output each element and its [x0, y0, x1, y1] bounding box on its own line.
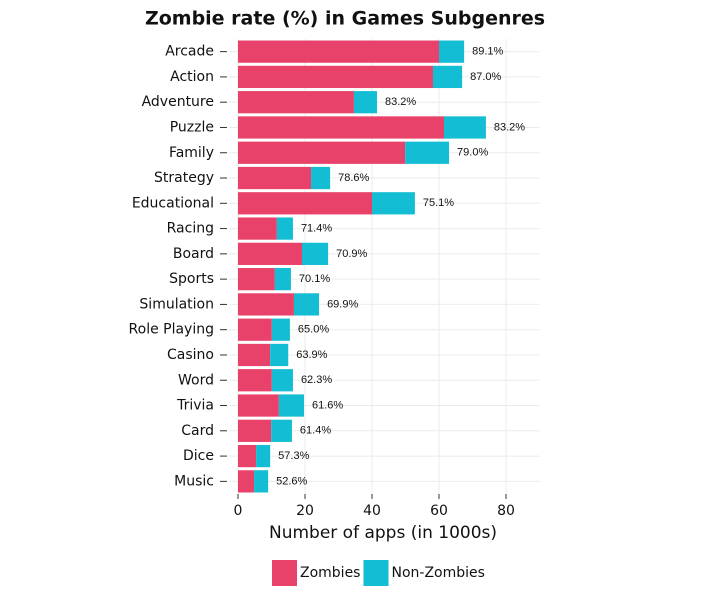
x-axis-title: Number of apps (in 1000s) [269, 523, 497, 543]
rate-label: 70.9% [336, 248, 367, 260]
bar-segment [293, 293, 320, 316]
y-tick-label: Arcade [165, 44, 214, 60]
bar-segment [238, 343, 271, 367]
x-tick-label: 0 [234, 503, 243, 519]
y-tick-label: Trivia [176, 398, 214, 414]
bar-segment [254, 470, 269, 493]
rate-label: 89.1% [472, 46, 503, 58]
bar-segment [274, 268, 291, 291]
x-tick-label: 80 [497, 503, 515, 519]
x-tick-label: 40 [363, 503, 381, 519]
bar-segment [238, 141, 406, 164]
bar-segment [372, 192, 415, 215]
rate-label: 52.6% [276, 475, 307, 487]
bar-segment [238, 91, 354, 114]
bar-segment [256, 444, 271, 468]
rate-label: 61.4% [300, 425, 331, 437]
bar-segment [271, 318, 290, 341]
rate-label: 79.0% [457, 147, 488, 159]
bar-segment [301, 242, 329, 265]
rate-label: 69.9% [327, 298, 358, 310]
bar-segment [238, 217, 277, 240]
bar-segment [238, 65, 433, 89]
rate-label: 87.0% [470, 71, 501, 83]
rate-label: 62.3% [301, 374, 332, 386]
bar-segment [271, 369, 293, 392]
bar-segment [276, 217, 293, 240]
bar-segment [270, 343, 289, 367]
rate-label: 78.6% [338, 172, 369, 184]
y-tick-label: Strategy [154, 170, 214, 186]
rate-label: 83.2% [494, 121, 525, 133]
bar-segment [238, 293, 294, 316]
bar-segment [238, 192, 372, 215]
y-tick-label: Action [170, 69, 214, 85]
y-tick-label: Dice [183, 448, 214, 464]
bar-segment [238, 40, 439, 63]
bar-segment [238, 166, 312, 190]
legend-swatch [363, 560, 389, 586]
bar-segment [353, 91, 378, 114]
x-tick-label: 20 [296, 503, 314, 519]
bar-segment [238, 116, 445, 139]
legend-label: Non-Zombies [391, 565, 484, 581]
rate-label: 57.3% [278, 450, 309, 462]
bar-segment [311, 166, 331, 190]
y-tick-label: Adventure [142, 94, 214, 110]
legend-label: Zombies [300, 565, 360, 581]
bar-segment [439, 40, 465, 63]
y-tick-label: Casino [167, 347, 214, 363]
chart-title: Zombie rate (%) in Games Subgenres [145, 8, 545, 30]
legend-swatch [272, 560, 297, 586]
bar-segment [238, 268, 275, 291]
y-tick-label: Family [169, 145, 214, 161]
bar-segment [238, 369, 272, 392]
y-tick-label: Racing [167, 221, 214, 237]
bar-segment [238, 394, 279, 417]
rate-label: 75.1% [423, 197, 454, 209]
y-tick-label: Simulation [139, 296, 214, 312]
y-tick-label: Card [181, 423, 214, 439]
y-tick-label: Sports [169, 271, 214, 287]
y-tick-label: Board [173, 246, 214, 262]
rate-label: 63.9% [296, 349, 327, 361]
plot-panel [229, 39, 540, 494]
bar-segment [238, 444, 257, 468]
bar-segment [238, 470, 255, 493]
rate-label: 71.4% [301, 222, 332, 234]
rate-label: 61.6% [312, 399, 343, 411]
bar-segment [278, 394, 304, 417]
bar-segment [432, 65, 463, 89]
y-tick-label: Educational [132, 195, 214, 211]
x-tick-label: 60 [430, 503, 448, 519]
rate-label: 65.0% [298, 324, 329, 336]
y-tick-label: Role Playing [129, 322, 214, 338]
bar-segment [238, 318, 272, 341]
y-tick-label: Music [174, 473, 214, 489]
bar-segment [271, 419, 292, 442]
bar-segment [238, 419, 272, 442]
rate-label: 83.2% [385, 96, 416, 108]
rate-label: 70.1% [299, 273, 330, 285]
bar-segment [405, 141, 450, 164]
y-tick-label: Puzzle [170, 119, 214, 135]
bar-segment [238, 242, 302, 265]
y-tick-label: Word [178, 372, 214, 388]
bar-segment [444, 116, 486, 139]
